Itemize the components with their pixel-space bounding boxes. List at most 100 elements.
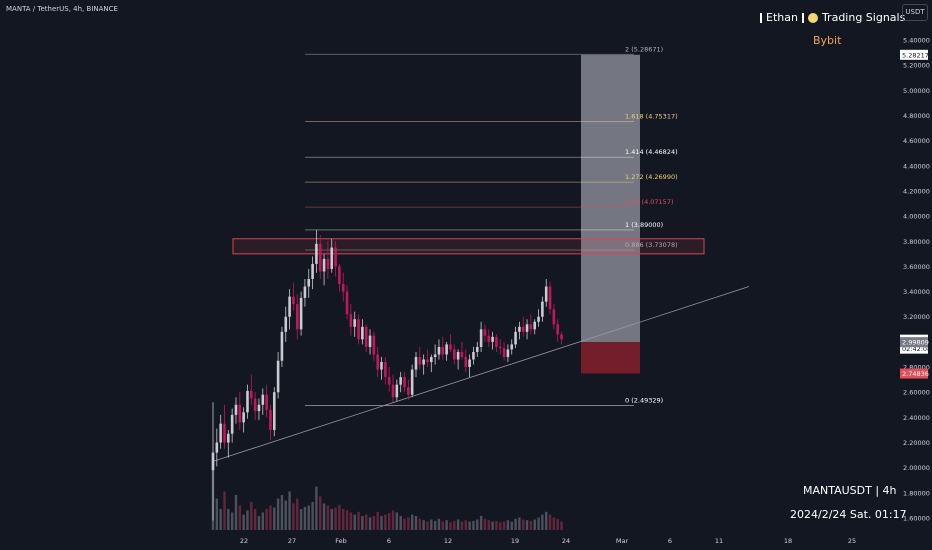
price-tick-label: 2.60000 [903, 389, 930, 397]
volume-bar [253, 509, 257, 530]
fib-level-label: 1.272 (4.26990) [625, 173, 678, 181]
candle-body [548, 286, 552, 310]
volume-bar [495, 520, 498, 530]
candle-body [537, 316, 540, 322]
candle-body [253, 398, 257, 412]
price-tick-label: 5.20000 [903, 62, 930, 70]
candle-body [288, 296, 291, 317]
candle-body [276, 360, 280, 393]
volume-bar [529, 520, 533, 530]
candle-body [257, 404, 261, 412]
volume-bar [456, 519, 460, 530]
time-tick-label: Feb [335, 537, 347, 545]
candle-body [552, 309, 556, 325]
volume-bar [483, 518, 487, 530]
candle-body [414, 356, 418, 370]
volume-bar [261, 512, 264, 530]
volume-bar [464, 520, 467, 530]
candle-body [387, 377, 391, 385]
price-label-box [900, 49, 928, 60]
price-label-text: 02:42:08 [902, 345, 931, 353]
volume-bar [215, 498, 219, 530]
candle-body [460, 351, 464, 357]
volume-bar [433, 520, 437, 530]
volume-bar [560, 521, 563, 530]
time-tick-label: 12 [444, 537, 452, 545]
volume-bar [238, 505, 242, 530]
brand-bar-icon [760, 12, 762, 23]
candle-body [250, 390, 253, 399]
candle-body [219, 423, 222, 443]
price-label-box [900, 343, 928, 354]
price-axis[interactable]: 5.40000 5.20000 5.00000 4.80000 4.60000 4.400… [903, 37, 930, 523]
time-axis[interactable]: 22 27 Feb 6 12 19 24 Mar 6 11 18 25 [240, 537, 856, 545]
time-tick-label: 22 [240, 537, 248, 545]
candle-body [437, 346, 441, 355]
price-label-box [900, 368, 928, 379]
candle-body [418, 356, 422, 365]
volume-bar [399, 516, 402, 530]
time-tick-label: 25 [848, 537, 856, 545]
price-tick-label: 2.20000 [903, 439, 930, 447]
price-tick-label: 2.00000 [903, 464, 930, 472]
candle-body [330, 247, 334, 269]
volume-bar [384, 514, 387, 530]
candle-body [521, 326, 525, 332]
volume-bar [506, 520, 510, 530]
candle-body [269, 409, 272, 430]
candle-body [403, 377, 406, 388]
volume-bar [345, 510, 349, 530]
volume-bar [518, 517, 521, 530]
volume-bar [242, 514, 245, 530]
candle-body [215, 442, 219, 453]
time-tick-label: 6 [387, 537, 391, 545]
candle-body [518, 326, 521, 332]
volume-bar [479, 516, 483, 530]
price-tick-label: 2.80000 [903, 364, 930, 372]
volume-bar [303, 506, 307, 530]
symbol-period-label: MANTAUSDT | 4h [803, 484, 897, 497]
fib-level-label: 1.414 (4.46824) [625, 148, 678, 156]
candle-body [261, 394, 265, 405]
volume-bar [246, 510, 249, 530]
volume-bar [296, 498, 299, 530]
volume-bar [376, 511, 379, 530]
candle-body [357, 319, 360, 340]
volume-bar [556, 518, 559, 530]
volume-bar [219, 509, 222, 530]
price-tick-label: 2.40000 [903, 414, 930, 422]
volume-bar [284, 500, 287, 530]
volume-bar [257, 516, 261, 530]
price-tick-label: 4.80000 [903, 112, 930, 120]
volume-bar [502, 521, 506, 530]
time-tick-label: 6 [668, 537, 672, 545]
candle-body [299, 297, 303, 330]
candle-body [487, 335, 491, 342]
candle-body [483, 329, 487, 336]
candle-body [544, 286, 548, 302]
candle-body [491, 336, 494, 342]
exchange-label: Bybit [813, 34, 842, 47]
currency-button[interactable]: USDT [902, 4, 928, 21]
candle-body [395, 384, 399, 398]
volume-bar [460, 521, 464, 530]
candle-body [384, 362, 387, 378]
volume-bar [357, 511, 360, 530]
candle-body [368, 335, 372, 347]
candle-body [361, 326, 364, 340]
volume-bar [403, 518, 406, 530]
volume-bar [330, 509, 333, 530]
fib-level-label: 1 (3.89000) [625, 221, 663, 229]
candle-body [380, 362, 383, 370]
brand-name: Ethan [766, 11, 798, 24]
candle-body [311, 263, 314, 279]
price-tick-label: 3.60000 [903, 263, 930, 271]
candle-body [426, 359, 429, 363]
volume-bar [315, 486, 318, 530]
candle-body [410, 369, 414, 395]
candle-body [495, 336, 498, 347]
volume-bar [372, 516, 376, 530]
volume-bar [280, 495, 284, 530]
candle-body [391, 384, 395, 398]
